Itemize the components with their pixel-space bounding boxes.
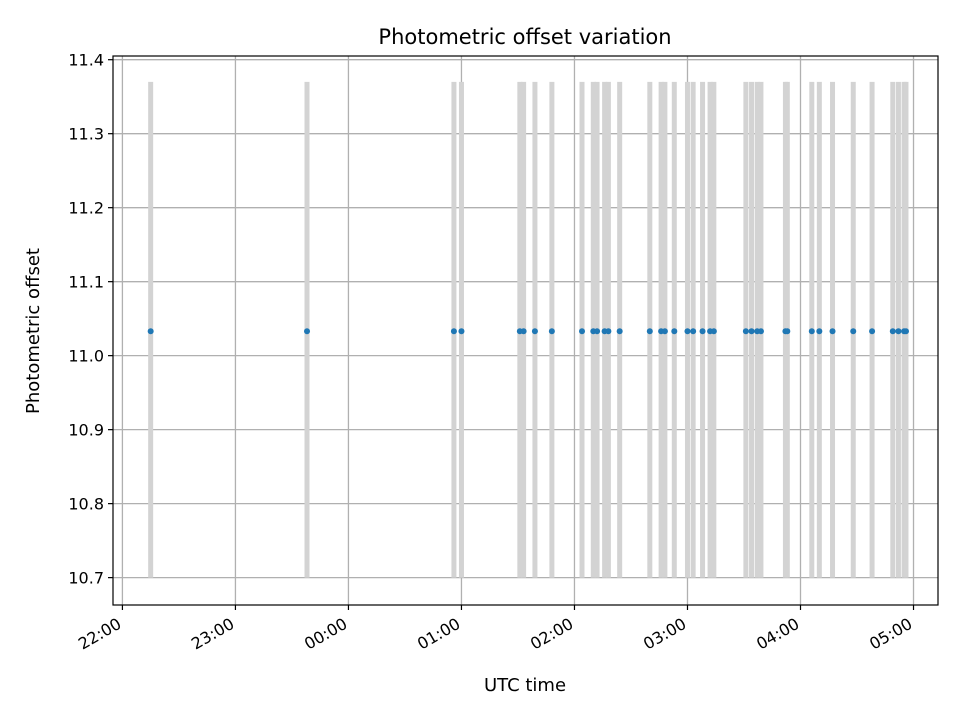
- data-point: [646, 328, 653, 335]
- data-point: [531, 328, 538, 335]
- data-point: [748, 328, 755, 335]
- data-points: [147, 328, 909, 335]
- data-point: [757, 328, 764, 335]
- data-point: [784, 328, 791, 335]
- data-point: [869, 328, 876, 335]
- data-point: [895, 328, 902, 335]
- data-point: [450, 328, 457, 335]
- y-tick-label: 11.3: [68, 125, 104, 144]
- y-axis-ticks: 10.7 10.8 10.9 11.0 11.1 11.2 11.3 11.4: [68, 51, 113, 588]
- data-point: [902, 328, 909, 335]
- data-point: [579, 328, 586, 335]
- data-point: [458, 328, 465, 335]
- y-tick-label: 10.9: [68, 421, 104, 440]
- data-point: [304, 328, 311, 335]
- data-point: [850, 328, 857, 335]
- data-point: [816, 328, 823, 335]
- data-point: [742, 328, 749, 335]
- data-point: [829, 328, 836, 335]
- data-point: [605, 328, 612, 335]
- data-point: [616, 328, 623, 335]
- data-point: [808, 328, 815, 335]
- data-point: [548, 328, 555, 335]
- data-point: [699, 328, 706, 335]
- y-tick-label: 10.8: [68, 495, 104, 514]
- y-tick-label: 11.1: [68, 273, 104, 292]
- data-point: [889, 328, 896, 335]
- y-tick-label: 11.2: [68, 199, 104, 218]
- data-point: [594, 328, 601, 335]
- data-point: [147, 328, 154, 335]
- data-point: [710, 328, 717, 335]
- y-tick-label: 10.7: [68, 569, 104, 588]
- y-axis-title: Photometric offset: [23, 248, 44, 414]
- data-point: [661, 328, 668, 335]
- data-point: [520, 328, 527, 335]
- data-point: [671, 328, 678, 335]
- plot-frame: [112, 55, 939, 606]
- y-tick-label: 11.0: [68, 347, 104, 366]
- y-tick-label: 11.4: [68, 51, 104, 70]
- chart-title: Photometric offset variation: [378, 25, 671, 49]
- data-point: [690, 328, 697, 335]
- x-axis-title: UTC time: [484, 675, 566, 696]
- data-point: [684, 328, 691, 335]
